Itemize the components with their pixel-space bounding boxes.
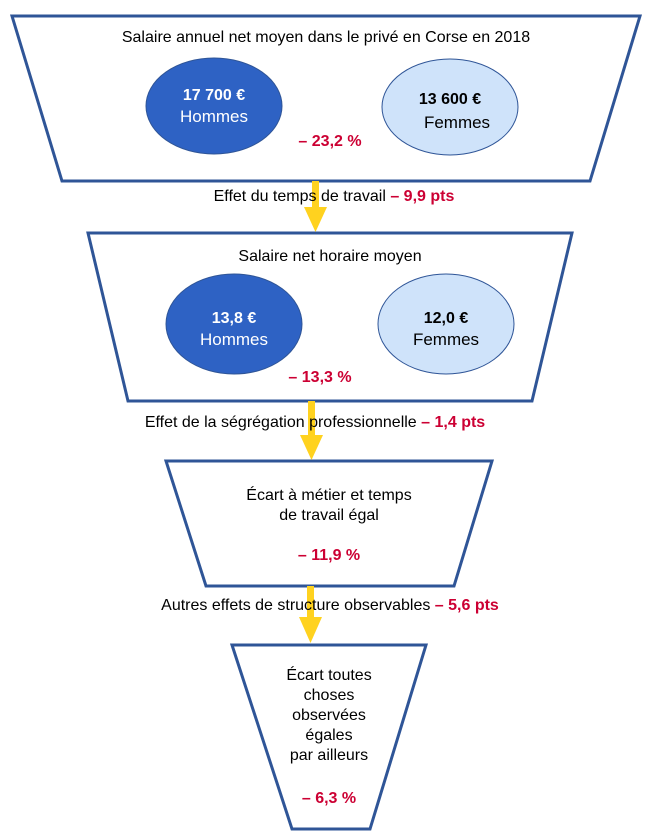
level3-title-line1: Écart à métier et temps [246, 487, 412, 504]
effect3-value: – 5,6 pts [434, 597, 499, 614]
effect1-text: Effet du temps de travail [213, 188, 386, 205]
arrow-1 [304, 181, 327, 232]
level1-gap: – 23,2 % [298, 133, 362, 150]
level4-line-2: choses [303, 687, 355, 704]
men-annual-value: 17 700 € [182, 87, 246, 104]
effect3-text: Autres effets de structure observables [161, 597, 431, 614]
funnel-level-4 [229, 643, 429, 831]
level3-gap: – 11,9 % [297, 547, 361, 564]
level2-title: Salaire net horaire moyen [238, 248, 422, 265]
level4-line-4: égales [305, 727, 353, 744]
level4-line-1: Écart toutes [286, 667, 372, 684]
effect1-row: Effet du temps de travail – 9,9 pts [0, 188, 668, 206]
level2-gap: – 13,3 % [288, 369, 352, 386]
level1-title: Salaire annuel net moyen dans le privé e… [121, 29, 531, 46]
men-annual-label: Hommes [179, 107, 248, 126]
circle-men-annual [145, 57, 283, 155]
circle-women-annual [381, 58, 519, 156]
men-hourly-value: 13,8 € [211, 310, 257, 327]
circle-men-hourly [165, 273, 303, 375]
funnel-level-3 [163, 459, 495, 588]
level4-line-5: par ailleurs [289, 747, 369, 764]
effect1-value: – 9,9 pts [390, 188, 455, 205]
level4-gap: – 6,3 % [301, 790, 357, 807]
women-hourly-value: 12,0 € [423, 310, 469, 327]
men-hourly-label: Hommes [199, 330, 268, 349]
arrow-3 [299, 586, 322, 643]
women-hourly-label: Femmes [412, 330, 480, 349]
circle-women-hourly [377, 273, 515, 375]
effect2-value: – 1,4 pts [421, 414, 486, 431]
effect3-row: Autres effets de structure observables –… [0, 597, 660, 615]
effect2-row: Effet de la ségrégation professionnelle … [0, 414, 630, 432]
arrow-2 [300, 401, 323, 460]
level4-line-3: observées [292, 707, 366, 724]
women-annual-value: 13 600 € [418, 91, 482, 108]
level3-title-line2: de travail égal [279, 507, 379, 524]
effect2-text: Effet de la ségrégation professionnelle [144, 414, 417, 431]
women-annual-label: Femmes [423, 113, 491, 132]
